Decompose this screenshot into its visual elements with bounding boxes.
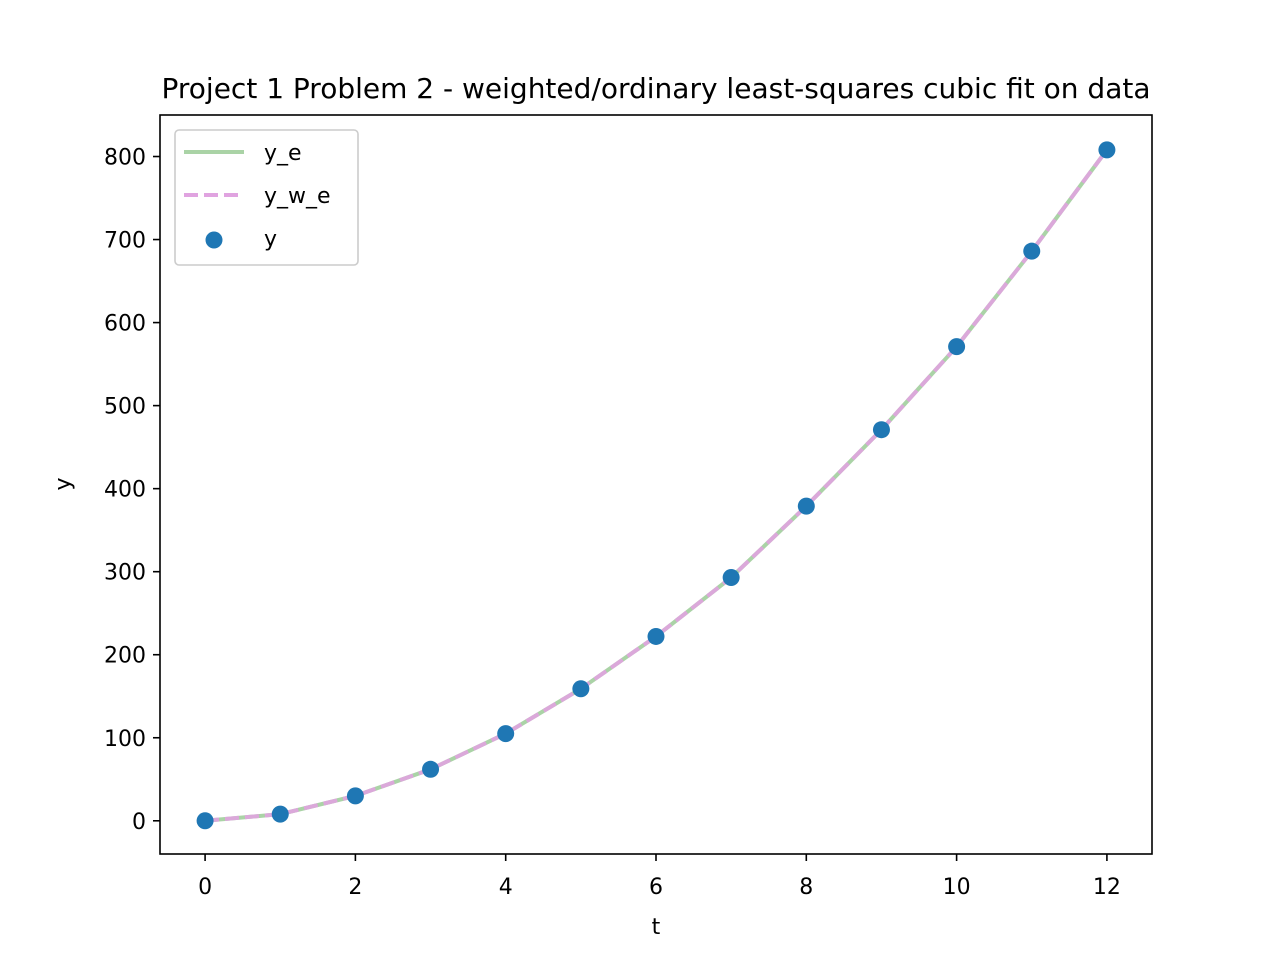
- x-tick-label: 12: [1093, 875, 1121, 900]
- data-point: [572, 680, 590, 698]
- data-point: [1023, 242, 1041, 260]
- data-point: [647, 627, 665, 645]
- legend-label-y-w-e: y_w_e: [264, 184, 331, 209]
- x-axis: 0 2 4 6 8 10 12: [198, 854, 1121, 900]
- legend-label-y: y: [264, 227, 277, 252]
- y-tick-label: 400: [104, 478, 146, 503]
- data-point: [271, 805, 289, 823]
- y-tick-label: 800: [104, 146, 146, 171]
- y-tick-label: 600: [104, 312, 146, 337]
- y-tick-label: 500: [104, 395, 146, 420]
- x-tick-label: 2: [348, 875, 362, 900]
- data-point: [797, 497, 815, 515]
- x-axis-label: t: [652, 915, 661, 940]
- x-tick-label: 10: [943, 875, 971, 900]
- data-point: [196, 812, 214, 830]
- x-tick-label: 0: [198, 875, 212, 900]
- legend-box: [174, 129, 359, 266]
- y-tick-label: 300: [104, 561, 146, 586]
- series-layer: [196, 141, 1116, 830]
- data-point: [722, 568, 740, 586]
- data-point: [497, 725, 515, 743]
- y-tick-label: 700: [104, 229, 146, 254]
- y-axis-label: y: [51, 477, 76, 490]
- x-tick-label: 6: [649, 875, 663, 900]
- x-tick-label: 8: [799, 875, 813, 900]
- data-point: [346, 787, 364, 805]
- x-tick-label: 4: [499, 875, 513, 900]
- legend: y_e y_w_ey: [174, 129, 359, 266]
- legend-swatch-y: [205, 231, 223, 249]
- y-tick-label: 0: [132, 810, 146, 835]
- y-tick-label: 200: [104, 644, 146, 669]
- y-tick-label: 100: [104, 727, 146, 752]
- y-axis: 0 100 200 300 400 500 600 700 800: [104, 146, 160, 835]
- chart-title: Project 1 Problem 2 - weighted/ordinary …: [162, 72, 1151, 105]
- data-point: [948, 338, 966, 356]
- data-point: [422, 760, 440, 778]
- data-point: [872, 421, 890, 439]
- legend-label-y-e: y_e: [264, 141, 302, 166]
- data-point: [1098, 141, 1116, 159]
